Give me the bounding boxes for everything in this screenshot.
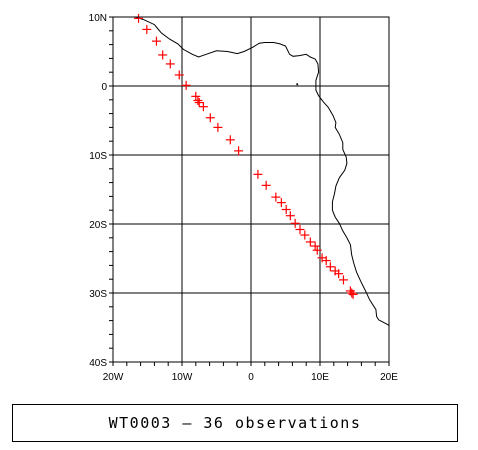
observation-marker <box>261 180 271 190</box>
observation-marker <box>271 192 281 202</box>
observation-marker <box>347 288 357 298</box>
x-tick-label: 0 <box>248 372 254 383</box>
x-tick-label: 10W <box>172 372 193 383</box>
observation-marker <box>181 80 191 90</box>
observation-marker <box>158 50 168 60</box>
island <box>296 83 299 86</box>
observation-marker <box>334 269 344 279</box>
observation-marker <box>285 211 295 221</box>
x-tick-label: 10E <box>311 372 329 383</box>
y-tick-label: 0 <box>101 82 107 93</box>
x-tick-label: 20E <box>380 372 398 383</box>
observation-marker <box>305 237 315 247</box>
y-tick-label: 10S <box>89 151 107 162</box>
observation-marker <box>321 256 331 266</box>
observation-marker <box>193 95 203 105</box>
observation-marker <box>310 241 320 251</box>
observation-marker <box>194 98 204 108</box>
grid-lines <box>113 17 389 362</box>
observation-marker <box>325 262 335 272</box>
observation-marker <box>234 146 244 156</box>
observation-marker <box>276 198 286 208</box>
observation-marker <box>300 230 310 240</box>
observation-marker <box>198 102 208 112</box>
coastline-layer <box>134 16 390 326</box>
observation-marker <box>165 59 175 69</box>
observation-markers <box>134 13 358 299</box>
observation-marker <box>338 275 348 285</box>
caption-text: WT0003 – 36 observations <box>108 414 362 432</box>
observation-marker <box>225 135 235 145</box>
observation-marker <box>290 218 300 228</box>
axis-ticks: 20W 10W 0 10E 20E 10N 0 10S 20S 30S 40S <box>89 13 399 383</box>
observation-marker <box>191 91 201 101</box>
observation-marker <box>348 289 358 299</box>
y-tick-label: 20S <box>89 220 107 231</box>
observation-marker <box>205 113 215 123</box>
y-tick-label: 40S <box>89 358 107 369</box>
coastline <box>134 16 390 326</box>
observation-marker <box>174 70 184 80</box>
observation-marker <box>312 245 322 255</box>
caption-box: WT0003 – 36 observations <box>12 404 458 442</box>
observation-marker <box>151 36 161 46</box>
observation-marker <box>142 24 152 34</box>
y-tick-label: 30S <box>89 289 107 300</box>
plot-frame <box>112 16 390 363</box>
observation-marker <box>134 13 144 23</box>
observation-marker <box>253 169 263 179</box>
observation-marker <box>281 205 291 215</box>
y-tick-label: 10N <box>89 13 107 24</box>
observation-marker <box>213 122 223 132</box>
observation-marker <box>295 225 305 235</box>
x-tick-label: 20W <box>103 372 124 383</box>
